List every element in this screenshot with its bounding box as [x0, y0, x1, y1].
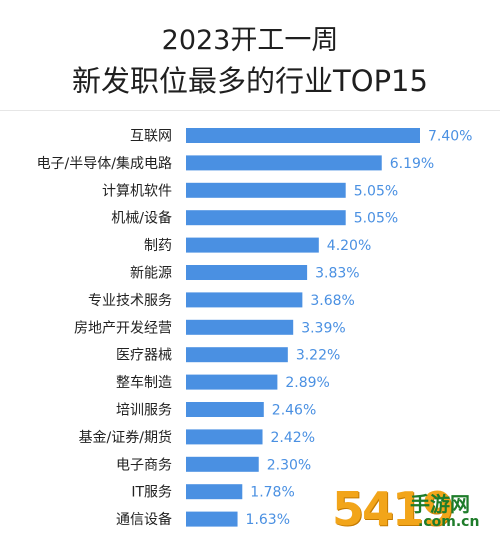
value-label: 2.89%: [285, 375, 329, 391]
value-label: 2.42%: [271, 430, 315, 446]
value-label: 1.78%: [250, 485, 294, 501]
bar: [186, 484, 243, 500]
category-label: 机械/设备: [111, 210, 172, 227]
bar: [186, 237, 319, 253]
value-label: 2.46%: [272, 403, 316, 419]
category-label: 新能源: [130, 266, 172, 282]
title-divider: [0, 110, 500, 111]
category-label: 培训服务: [116, 403, 172, 419]
category-label: 整车制造: [116, 374, 172, 391]
value-label: 3.68%: [310, 293, 354, 309]
category-label: 电子商务: [116, 457, 172, 473]
value-label: 5.05%: [354, 211, 398, 227]
watermark-number: 5419: [332, 482, 454, 536]
value-label: 4.20%: [327, 238, 371, 254]
category-label: 电子/半导体/集成电路: [37, 155, 172, 172]
category-label: 基金/证券/期货: [79, 429, 172, 446]
value-label: 3.39%: [301, 320, 345, 336]
value-label: 7.40%: [428, 129, 472, 145]
value-label: 3.83%: [315, 266, 359, 282]
bar: [186, 265, 308, 280]
bar: [186, 374, 278, 390]
category-label: 互联网: [130, 129, 172, 145]
chart-subtitle: 新发职位最多的行业TOP15: [72, 64, 428, 98]
bar: [186, 155, 382, 171]
category-label: 房地产开发经营: [74, 320, 172, 336]
bar: [186, 347, 288, 363]
value-label: 1.63%: [246, 512, 290, 528]
watermark-url: .com.cn: [418, 514, 480, 530]
bar: [186, 182, 346, 198]
category-label: IT服务: [131, 485, 172, 501]
category-label: 制药: [144, 238, 172, 254]
value-label: 2.30%: [267, 457, 311, 473]
watermark-text: 手游网: [410, 492, 470, 516]
value-label: 5.05%: [354, 183, 398, 199]
bar: [186, 402, 264, 417]
category-label: 专业技术服务: [88, 293, 172, 309]
value-label: 3.22%: [296, 348, 340, 364]
value-label: 6.19%: [390, 156, 434, 172]
category-label: 医疗器械: [116, 348, 172, 364]
category-label: 通信设备: [116, 511, 172, 528]
chart-title: 2023开工一周: [161, 25, 339, 56]
bar: [186, 456, 259, 472]
watermark-logo: 5419 手游网 .com.cn: [332, 482, 492, 538]
bar: [186, 511, 238, 527]
bar: [186, 319, 294, 335]
category-label: 计算机软件: [102, 183, 172, 199]
bar: [186, 128, 420, 143]
bar: [186, 292, 303, 308]
bar: [186, 429, 263, 445]
bar: [186, 210, 346, 226]
